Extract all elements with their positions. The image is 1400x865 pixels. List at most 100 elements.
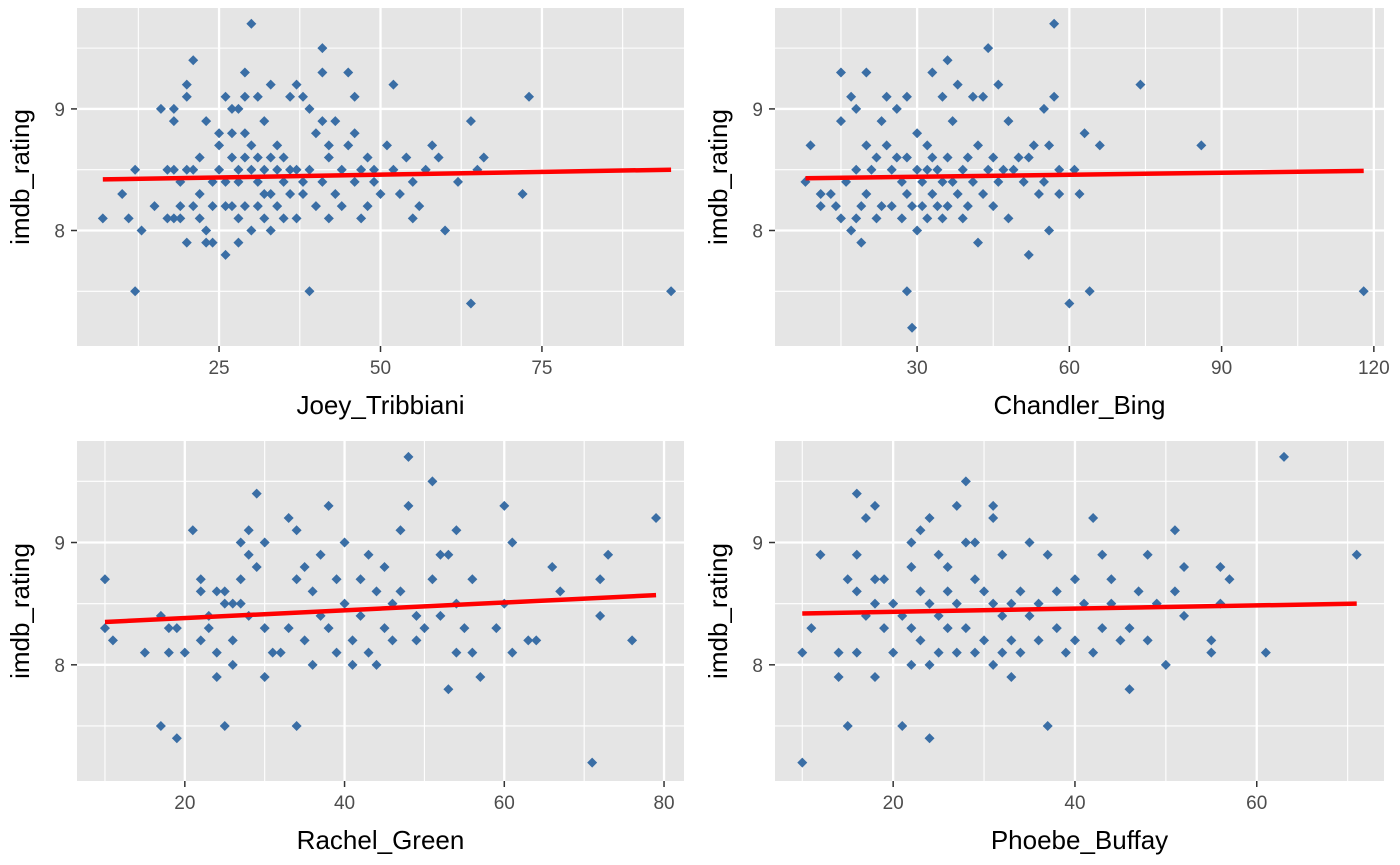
chandler-data-point — [861, 140, 872, 151]
phoebe-data-point — [1142, 549, 1153, 560]
chandler-data-point — [952, 79, 963, 90]
phoebe-data-point — [988, 513, 999, 524]
rachel-data-point — [315, 549, 326, 560]
phoebe-data-point — [951, 598, 962, 609]
joey-data-point — [259, 189, 270, 200]
rachel-data-point — [187, 525, 198, 536]
rachel-data-point — [235, 537, 246, 548]
chandler-data-point — [917, 201, 928, 212]
rachel-data-point — [395, 525, 406, 536]
phoebe-data-point — [1351, 549, 1362, 560]
phoebe-data-point — [1088, 647, 1099, 658]
rachel-data-point — [307, 659, 318, 670]
rachel-data-point — [339, 598, 350, 609]
joey-x-axis-title: Joey_Tribbiani — [296, 390, 464, 420]
chandler-data-point — [891, 103, 902, 114]
chandler-x-axis-title: Chandler_Bing — [993, 390, 1165, 420]
joey-data-point — [233, 103, 244, 114]
rachel-data-point — [195, 635, 206, 646]
y-tick-label: 8 — [752, 221, 763, 242]
phoebe-data-point — [842, 574, 853, 585]
phoebe-data-point — [906, 537, 917, 548]
phoebe-y-axis-title: imdb_rating — [703, 543, 733, 679]
rachel-data-point — [523, 635, 534, 646]
rachel-data-point — [387, 635, 398, 646]
chandler-data-point — [1038, 176, 1049, 187]
phoebe-data-point — [1006, 635, 1017, 646]
chandler-data-point — [851, 103, 862, 114]
rachel-data-point — [467, 647, 478, 658]
joey-data-point — [310, 128, 321, 139]
phoebe-data-point — [915, 635, 926, 646]
joey-data-point — [226, 152, 237, 163]
rachel-data-point — [227, 598, 238, 609]
chandler-data-point — [907, 201, 918, 212]
chandler-data-point — [983, 164, 994, 175]
joey-data-point — [433, 152, 444, 163]
joey-data-point — [226, 201, 237, 212]
chandler-data-point — [1033, 189, 1044, 200]
chandler-data-point — [932, 201, 943, 212]
chandler-data-point — [942, 152, 953, 163]
joey-data-point — [181, 164, 192, 175]
chandler-data-point — [851, 213, 862, 224]
joey-data-point — [343, 140, 354, 151]
chandler-data-point — [835, 67, 846, 78]
joey-data-point — [440, 225, 451, 236]
joey-data-point — [214, 140, 225, 151]
rachel-data-point — [243, 549, 254, 560]
joey-data-point — [239, 91, 250, 102]
phoebe-data-point — [988, 659, 999, 670]
rachel-data-point — [443, 684, 454, 695]
phoebe-data-point — [960, 537, 971, 548]
chandler-data-point — [1003, 116, 1014, 127]
x-tick-label: 80 — [653, 793, 674, 814]
rachel-y-axis-title: imdb_rating — [5, 543, 35, 679]
rachel-data-point — [651, 513, 662, 524]
rachel-data-point — [235, 574, 246, 585]
phoebe-data-point — [951, 500, 962, 511]
y-tick-label: 8 — [54, 656, 65, 677]
phoebe-data-point — [842, 720, 853, 731]
rachel-data-point — [435, 549, 446, 560]
rachel-data-point — [275, 647, 286, 658]
phoebe-data-point — [924, 659, 935, 670]
chandler-data-point — [917, 176, 928, 187]
chandler-data-point — [856, 201, 867, 212]
phoebe-data-point — [888, 598, 899, 609]
joey-data-point — [356, 213, 367, 224]
rachel-data-point — [451, 647, 462, 658]
rachel-data-point — [291, 720, 302, 731]
rachel-data-point — [507, 537, 518, 548]
rachel-data-point — [171, 733, 182, 744]
chandler-fit-line — [805, 168, 1364, 181]
chandler-data-point — [967, 176, 978, 187]
joey-data-point — [252, 176, 263, 187]
rachel-data-point — [331, 574, 342, 585]
joey-data-point — [214, 128, 225, 139]
joey-data-point — [304, 103, 315, 114]
rachel-panel: 20 40 60 80 8 9 Rachel_Green imdb_rating — [5, 441, 684, 855]
chandler-data-point — [912, 225, 923, 236]
phoebe-data-point — [851, 549, 862, 560]
chandler-data-point — [856, 237, 867, 248]
phoebe-fit-line — [802, 601, 1357, 616]
chandler-data-point — [952, 189, 963, 200]
chandler-data-point — [1094, 140, 1105, 151]
joey-data-point — [259, 213, 270, 224]
chandler-data-point — [825, 189, 836, 200]
chandler-data-point — [1023, 249, 1034, 260]
phoebe-data-point — [933, 647, 944, 658]
x-tick-label: 120 — [1358, 358, 1390, 379]
joey-data-point — [168, 116, 179, 127]
chandler-data-point — [973, 237, 983, 248]
joey-data-point — [220, 249, 231, 260]
joey-data-point — [168, 164, 179, 175]
phoebe-data-point — [997, 549, 1008, 560]
phoebe-data-point — [906, 659, 917, 670]
phoebe-data-point — [1051, 623, 1062, 634]
x-tick-label: 75 — [531, 358, 552, 379]
joey-data-point — [201, 116, 212, 127]
phoebe-data-point — [869, 598, 880, 609]
rachel-data-point — [219, 720, 230, 731]
